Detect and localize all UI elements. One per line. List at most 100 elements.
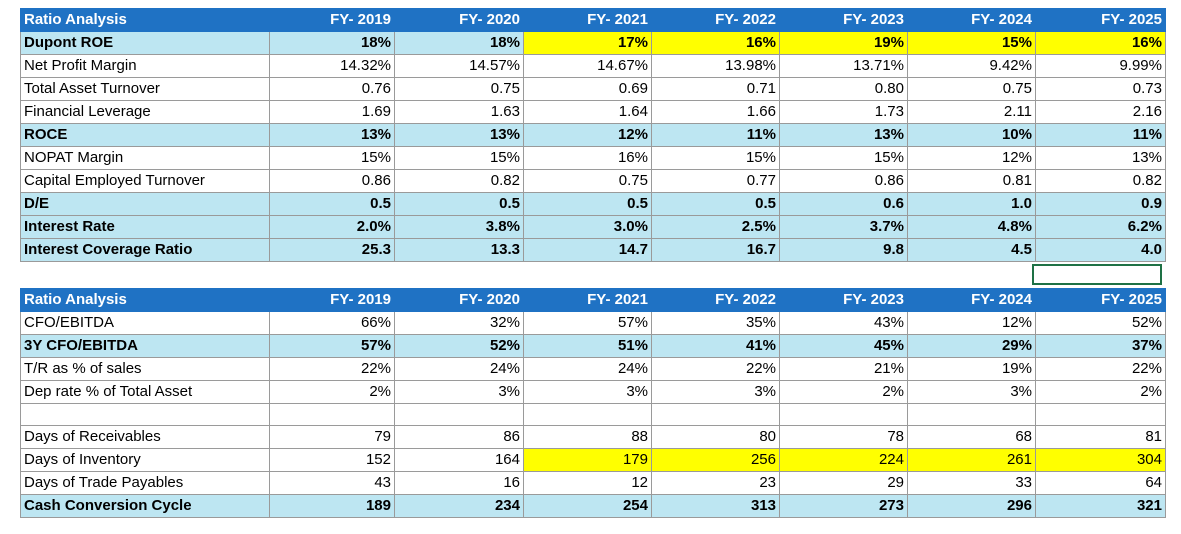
value-cell[interactable]: 64 (1035, 471, 1166, 495)
value-cell[interactable]: 12% (907, 146, 1036, 170)
value-cell[interactable] (269, 403, 395, 426)
value-cell[interactable]: 3% (394, 380, 524, 404)
value-cell[interactable]: 15% (779, 146, 908, 170)
value-cell[interactable]: 0.81 (907, 169, 1036, 193)
year-header-cell[interactable]: FY- 2024 (907, 288, 1036, 312)
value-cell[interactable]: 22% (1035, 357, 1166, 381)
value-cell[interactable]: 0.5 (523, 192, 652, 216)
year-header-cell[interactable]: FY- 2025 (1035, 8, 1166, 32)
value-cell[interactable]: 296 (907, 494, 1036, 518)
value-cell[interactable]: 45% (779, 334, 908, 358)
value-cell[interactable]: 0.5 (269, 192, 395, 216)
value-cell[interactable]: 14.67% (523, 54, 652, 78)
value-cell[interactable]: 234 (394, 494, 524, 518)
value-cell[interactable]: 2.0% (269, 215, 395, 239)
value-cell[interactable]: 2% (1035, 380, 1166, 404)
value-cell[interactable]: 86 (394, 425, 524, 449)
value-cell[interactable]: 3.8% (394, 215, 524, 239)
row-label-cell[interactable]: D/E (20, 192, 270, 216)
value-cell[interactable]: 16% (523, 146, 652, 170)
value-cell[interactable]: 57% (269, 334, 395, 358)
value-cell[interactable]: 33 (907, 471, 1036, 495)
value-cell[interactable]: 0.75 (523, 169, 652, 193)
value-cell[interactable]: 0.76 (269, 77, 395, 101)
value-cell[interactable]: 16.7 (651, 238, 780, 262)
value-cell[interactable]: 35% (651, 311, 780, 335)
table-title-cell[interactable]: Ratio Analysis (20, 8, 270, 32)
value-cell[interactable]: 21% (779, 357, 908, 381)
value-cell[interactable]: 1.69 (269, 100, 395, 124)
value-cell[interactable]: 13.3 (394, 238, 524, 262)
value-cell[interactable]: 19% (779, 31, 908, 55)
row-label-cell[interactable]: 3Y CFO/EBITDA (20, 334, 270, 358)
row-label-cell[interactable]: CFO/EBITDA (20, 311, 270, 335)
table-title-cell[interactable]: Ratio Analysis (20, 288, 270, 312)
row-label-cell[interactable]: NOPAT Margin (20, 146, 270, 170)
value-cell[interactable]: 2% (269, 380, 395, 404)
value-cell[interactable]: 13.71% (779, 54, 908, 78)
value-cell[interactable]: 254 (523, 494, 652, 518)
year-header-cell[interactable]: FY- 2023 (779, 288, 908, 312)
value-cell[interactable]: 18% (269, 31, 395, 55)
value-cell[interactable]: 273 (779, 494, 908, 518)
value-cell[interactable]: 2% (779, 380, 908, 404)
value-cell[interactable]: 1.0 (907, 192, 1036, 216)
value-cell[interactable]: 13% (269, 123, 395, 147)
value-cell[interactable]: 179 (523, 448, 652, 472)
value-cell[interactable]: 0.82 (394, 169, 524, 193)
row-label-cell[interactable]: Dupont ROE (20, 31, 270, 55)
value-cell[interactable]: 43 (269, 471, 395, 495)
value-cell[interactable] (651, 403, 780, 426)
row-label-cell[interactable]: Total Asset Turnover (20, 77, 270, 101)
value-cell[interactable]: 13.98% (651, 54, 780, 78)
value-cell[interactable]: 313 (651, 494, 780, 518)
value-cell[interactable]: 22% (651, 357, 780, 381)
value-cell[interactable]: 2.11 (907, 100, 1036, 124)
value-cell[interactable]: 19% (907, 357, 1036, 381)
value-cell[interactable]: 41% (651, 334, 780, 358)
year-header-cell[interactable]: FY- 2019 (269, 288, 395, 312)
value-cell[interactable]: 4.0 (1035, 238, 1166, 262)
value-cell[interactable]: 24% (394, 357, 524, 381)
value-cell[interactable]: 4.8% (907, 215, 1036, 239)
value-cell[interactable]: 1.64 (523, 100, 652, 124)
row-label-cell[interactable]: Net Profit Margin (20, 54, 270, 78)
value-cell[interactable]: 12% (907, 311, 1036, 335)
value-cell[interactable]: 12% (523, 123, 652, 147)
value-cell[interactable]: 0.82 (1035, 169, 1166, 193)
row-label-cell[interactable]: Financial Leverage (20, 100, 270, 124)
value-cell[interactable]: 12 (523, 471, 652, 495)
row-label-cell[interactable]: Interest Rate (20, 215, 270, 239)
row-label-cell[interactable]: Days of Receivables (20, 425, 270, 449)
value-cell[interactable]: 52% (394, 334, 524, 358)
value-cell[interactable]: 22% (269, 357, 395, 381)
value-cell[interactable]: 88 (523, 425, 652, 449)
value-cell[interactable]: 224 (779, 448, 908, 472)
year-header-cell[interactable]: FY- 2020 (394, 8, 524, 32)
value-cell[interactable]: 2.5% (651, 215, 780, 239)
value-cell[interactable]: 0.86 (779, 169, 908, 193)
value-cell[interactable]: 29% (907, 334, 1036, 358)
value-cell[interactable]: 0.75 (907, 77, 1036, 101)
value-cell[interactable]: 261 (907, 448, 1036, 472)
value-cell[interactable]: 14.57% (394, 54, 524, 78)
value-cell[interactable]: 25.3 (269, 238, 395, 262)
value-cell[interactable]: 15% (394, 146, 524, 170)
value-cell[interactable] (1035, 403, 1166, 426)
value-cell[interactable]: 15% (907, 31, 1036, 55)
row-label-cell[interactable]: Interest Coverage Ratio (20, 238, 270, 262)
value-cell[interactable]: 18% (394, 31, 524, 55)
value-cell[interactable]: 80 (651, 425, 780, 449)
value-cell[interactable]: 4.5 (907, 238, 1036, 262)
year-header-cell[interactable]: FY- 2023 (779, 8, 908, 32)
value-cell[interactable]: 0.86 (269, 169, 395, 193)
value-cell[interactable]: 304 (1035, 448, 1166, 472)
value-cell[interactable]: 3% (523, 380, 652, 404)
value-cell[interactable]: 16% (1035, 31, 1166, 55)
value-cell[interactable]: 13% (394, 123, 524, 147)
year-header-cell[interactable]: FY- 2021 (523, 8, 652, 32)
value-cell[interactable]: 189 (269, 494, 395, 518)
row-label-cell[interactable]: T/R as % of sales (20, 357, 270, 381)
value-cell[interactable]: 52% (1035, 311, 1166, 335)
row-label-cell[interactable]: Cash Conversion Cycle (20, 494, 270, 518)
